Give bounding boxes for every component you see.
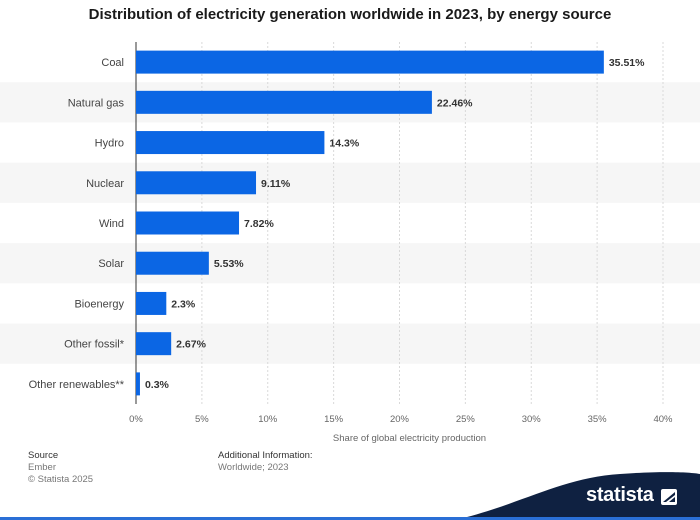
bar — [136, 50, 604, 74]
data-label: 7.82% — [244, 218, 274, 230]
bar — [136, 171, 257, 195]
data-label: 35.51% — [609, 57, 645, 69]
copyright-text: © Statista 2025 — [28, 474, 94, 485]
category-label: Bioenergy — [74, 298, 124, 310]
data-label: 2.3% — [171, 298, 196, 310]
row-band — [0, 162, 700, 203]
row-band — [0, 323, 700, 364]
category-label: Solar — [98, 258, 124, 270]
category-label: Hydro — [95, 138, 124, 150]
additional-info-label: Additional Information: — [218, 450, 313, 461]
x-tick-label: 20% — [390, 414, 410, 425]
category-label: Other fossil* — [64, 339, 125, 351]
bar-chart: Coal 35.51% Natural gas 22.46% Hydro 14.3% Nuc… — [0, 42, 700, 444]
x-tick-label: 10% — [258, 414, 278, 425]
statista-logo-text[interactable]: statista — [586, 484, 654, 506]
source-block: Source Ember © Statista 2025 — [28, 450, 93, 486]
data-label: 5.53% — [214, 258, 244, 270]
data-label: 2.67% — [176, 339, 206, 351]
data-label: 0.3% — [145, 379, 170, 391]
row-band — [0, 243, 700, 284]
category-label: Other renewables** — [29, 379, 125, 391]
category-label: Natural gas — [68, 97, 125, 109]
x-tick-label: 30% — [522, 414, 542, 425]
category-label: Coal — [101, 57, 124, 69]
x-tick-label: 0% — [129, 414, 143, 425]
bar — [136, 372, 140, 396]
source-value[interactable]: Ember — [28, 462, 56, 473]
bar — [136, 332, 172, 356]
statista-logo-icon[interactable] — [661, 489, 677, 505]
data-label: 22.46% — [437, 97, 473, 109]
data-label: 14.3% — [329, 138, 359, 150]
x-tick-label: 25% — [456, 414, 476, 425]
bar — [136, 251, 209, 275]
additional-info-value: Worldwide; 2023 — [218, 462, 289, 473]
bar — [136, 131, 325, 155]
x-axis-title: Share of global electricity production — [333, 433, 486, 444]
x-tick-label: 40% — [653, 414, 673, 425]
chart-title: Distribution of electricity generation w… — [88, 6, 612, 23]
x-tick-label: 15% — [324, 414, 344, 425]
source-label: Source — [28, 450, 59, 461]
data-label: 9.11% — [261, 178, 291, 190]
bar — [136, 90, 432, 114]
bar — [136, 211, 240, 235]
category-label: Nuclear — [86, 178, 124, 190]
additional-info-block: Additional Information: Worldwide; 2023 — [218, 450, 313, 474]
bar — [136, 291, 167, 315]
category-label: Wind — [99, 218, 124, 230]
x-tick-label: 5% — [195, 414, 209, 425]
x-tick-label: 35% — [588, 414, 608, 425]
